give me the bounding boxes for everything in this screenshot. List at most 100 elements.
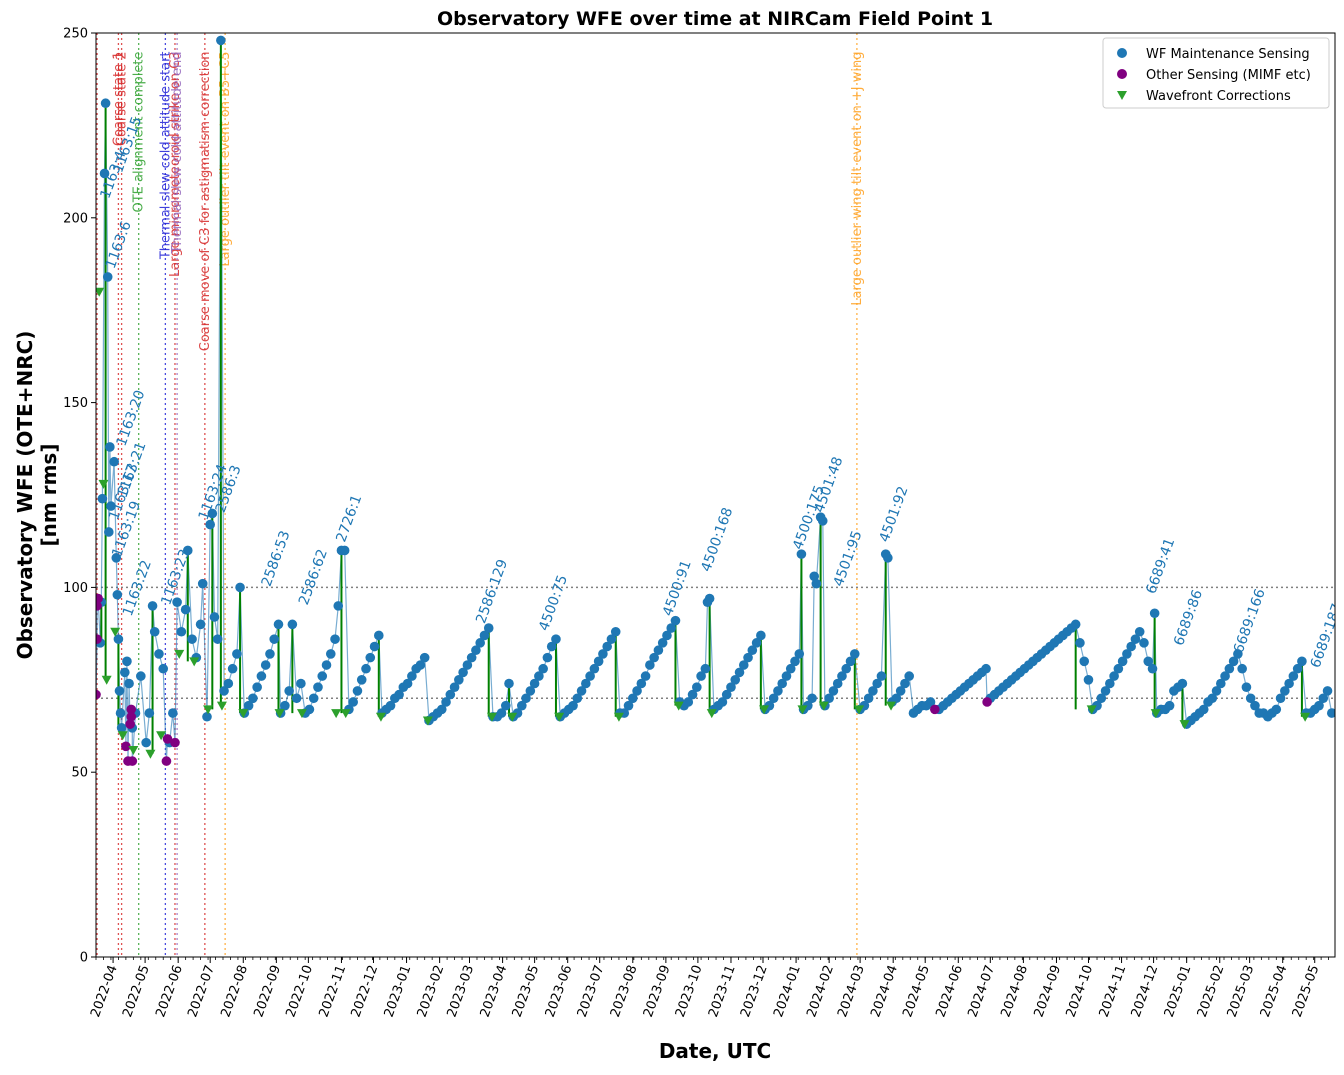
- x-tick-label: 2023-08: [608, 963, 641, 1019]
- sensing-point: [721, 689, 732, 700]
- point-label: 6689:86: [1171, 588, 1206, 648]
- sensing-point: [339, 545, 350, 556]
- sensing-point: [321, 660, 332, 670]
- sensing-point: [99, 168, 110, 179]
- sensing-point: [265, 649, 275, 659]
- correction-point: [110, 627, 121, 637]
- other-sensing-point: [125, 719, 135, 729]
- legend-marker-circle: [1117, 69, 1127, 79]
- event-label: Thermal slew cold attitude end: [170, 51, 185, 254]
- sensing-point: [124, 678, 134, 689]
- sensing-point: [111, 553, 122, 563]
- legend-label: Wavefront Corrections: [1146, 89, 1291, 104]
- point-label: 4501:92: [877, 484, 912, 544]
- x-tick-label: 2024-03: [835, 963, 868, 1019]
- x-tick-label: 2024-02: [804, 963, 837, 1019]
- sensing-point: [136, 671, 146, 681]
- sensing-point: [1318, 693, 1329, 704]
- sensing-point: [144, 708, 155, 718]
- sensing-point: [291, 693, 302, 704]
- event-label: Coarse state 2: [115, 51, 130, 146]
- other-sensing-point: [170, 737, 180, 748]
- sensing-point: [352, 686, 363, 696]
- correction-point: [797, 705, 808, 715]
- point-label: 2726:1: [333, 493, 365, 545]
- y-axis-label: Observatory WFE (OTE+NRC) [nm rms]: [13, 331, 61, 660]
- sensing-point: [1228, 656, 1239, 667]
- sensing-point: [256, 671, 267, 681]
- sensing-point: [102, 272, 113, 282]
- correction-point: [507, 712, 518, 722]
- correction-point: [117, 731, 128, 741]
- sensing-point: [768, 693, 779, 704]
- sensing-point: [232, 649, 242, 659]
- sensing-point: [811, 578, 822, 589]
- sensing-point: [1280, 686, 1290, 696]
- sensing-point: [632, 686, 642, 696]
- sensing-point: [1250, 700, 1260, 711]
- sensing-point: [122, 656, 132, 667]
- sensing-point: [817, 516, 828, 526]
- y-tick-label: 250: [63, 27, 88, 42]
- x-tick-label: 2023-11: [706, 963, 739, 1019]
- x-tick-label: 2024-09: [1032, 963, 1065, 1019]
- sensing-point: [542, 652, 553, 663]
- sensing-point: [807, 693, 817, 704]
- sensing-point: [216, 35, 226, 46]
- sensing-point: [666, 623, 677, 633]
- point-label: 4500:168: [698, 505, 736, 574]
- sensing-point: [149, 626, 160, 637]
- sensing-point: [602, 641, 612, 652]
- x-tick-label: 2024-10: [1064, 963, 1097, 1019]
- sensing-point: [1326, 708, 1335, 718]
- other-sensing-point: [930, 704, 940, 715]
- x-tick-label: 2023-05: [510, 963, 543, 1019]
- sensing-point: [521, 693, 531, 704]
- sensing-point: [891, 693, 902, 704]
- sensing-point: [837, 671, 847, 681]
- point-label: 4501:95: [831, 529, 866, 589]
- correction-point: [101, 675, 112, 685]
- correction-point: [238, 709, 249, 719]
- sensing-point: [640, 671, 651, 681]
- sensing-point: [581, 678, 591, 689]
- sensing-point: [700, 663, 711, 674]
- x-tick-label: 2022-06: [153, 963, 186, 1019]
- correction-point: [1179, 720, 1190, 730]
- correction-point: [673, 701, 684, 711]
- sensing-point: [202, 711, 212, 722]
- x-tick-label: 2024-11: [1097, 963, 1130, 1019]
- x-tick-label: 2022-04: [88, 963, 121, 1019]
- sensing-point: [1237, 663, 1247, 674]
- sensing-point: [1292, 663, 1303, 674]
- sensing-point: [1109, 671, 1119, 681]
- x-tick-label: 2022-11: [317, 963, 350, 1019]
- other-sensing-point: [162, 734, 173, 744]
- sensing-point: [623, 700, 634, 711]
- other-sensing-point: [126, 704, 137, 715]
- x-tick-label: 2023-10: [673, 963, 706, 1019]
- sensing-point: [662, 630, 672, 641]
- sensing-point: [670, 615, 681, 626]
- sensing-point: [1079, 656, 1090, 667]
- sensing-point: [568, 700, 578, 711]
- sensing-point: [743, 652, 753, 663]
- point-label: 4500:91: [660, 558, 695, 618]
- correction-point: [96, 287, 105, 297]
- sensing-point: [738, 660, 749, 670]
- legend-label: Other Sensing (MIMF etc): [1146, 68, 1311, 83]
- sensing-point: [657, 638, 668, 648]
- sensing-point: [504, 678, 514, 689]
- x-tick-label: 2024-07: [965, 963, 998, 1019]
- x-tick-label: 2025-01: [1162, 963, 1195, 1019]
- correction-point: [1300, 712, 1311, 722]
- legend-marker-triangle: [1117, 91, 1127, 100]
- sensing-point: [212, 634, 223, 644]
- sensing-point: [895, 686, 906, 696]
- sensing-point: [832, 678, 843, 689]
- sensing-point: [876, 671, 887, 681]
- sensing-point: [696, 671, 706, 681]
- x-tick-label: 2022-07: [185, 963, 218, 1019]
- sensing-point: [449, 682, 460, 692]
